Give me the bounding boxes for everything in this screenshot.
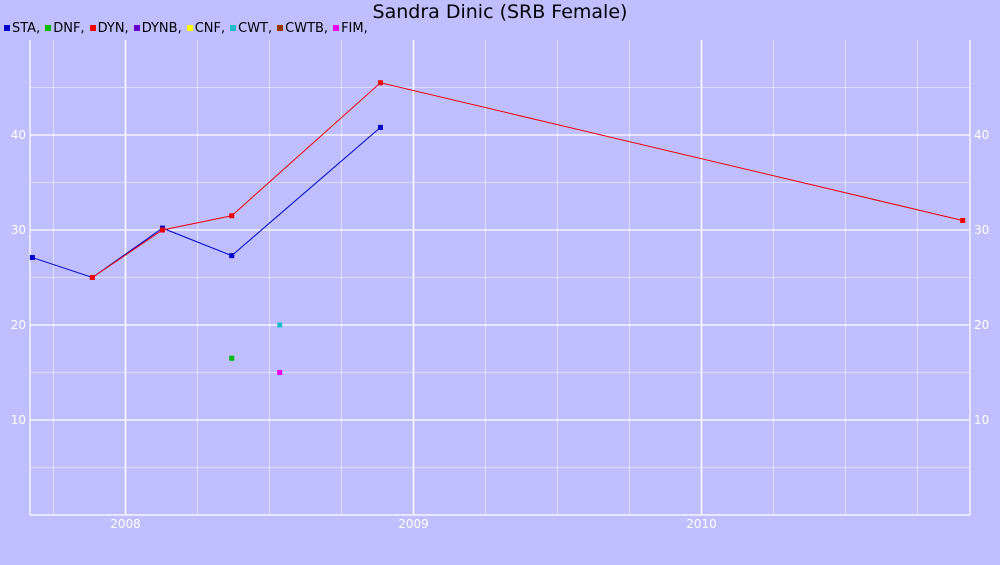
- legend-swatch: [277, 25, 284, 31]
- data-point-sta: [377, 124, 383, 130]
- chart-title: Sandra Dinic (SRB Female): [372, 1, 628, 23]
- legend-label: FIM,: [341, 20, 368, 36]
- y-tick-label-left: 40: [11, 128, 26, 142]
- data-point-fim: [277, 370, 283, 375]
- legend-swatch: [133, 25, 140, 31]
- y-tick-label-right: 30: [974, 223, 989, 237]
- y-tick-label-right: 10: [974, 413, 989, 427]
- legend-item-fim: FIM,: [333, 21, 368, 36]
- data-point-cwt: [277, 322, 283, 328]
- x-tick-label: 2008: [110, 517, 141, 531]
- data-point-dyn: [960, 218, 966, 223]
- data-point-sta: [229, 253, 235, 259]
- legend-swatch: [45, 25, 52, 31]
- y-tick-label-left: 10: [11, 413, 26, 427]
- legend-swatch: [230, 25, 237, 31]
- data-point-dnf: [229, 355, 235, 361]
- legend-swatch: [89, 25, 96, 31]
- data-point-sta: [29, 255, 35, 261]
- y-tick-label-left: 20: [11, 318, 26, 332]
- y-tick-label-left: 30: [11, 223, 26, 237]
- data-point-dyn: [159, 227, 165, 233]
- y-tick-label-right: 40: [974, 128, 989, 142]
- data-point-dyn: [377, 80, 383, 86]
- series-line-dyn: [92, 82, 963, 278]
- data-point-dyn: [89, 275, 95, 280]
- legend-label: CWT,: [238, 20, 273, 36]
- data-point-dyn: [229, 213, 235, 219]
- legend-swatch: [186, 25, 193, 31]
- legend: STA, DNF, DYN, DYNB, CNF, CWT, CWTB, FIM,: [4, 20, 373, 36]
- series-line-sta: [32, 127, 381, 279]
- x-tick-label: 2010: [686, 517, 717, 531]
- x-tick-label: 2009: [398, 517, 429, 531]
- legend-label: CNF,: [194, 20, 226, 36]
- legend-item-dynb: DYNB,: [133, 20, 182, 36]
- legend-label: CWTB,: [285, 20, 329, 36]
- legend-item-cnf: CNF,: [186, 20, 226, 36]
- legend-item-dyn: DYN,: [89, 20, 129, 36]
- legend-item-dnf: DNF,: [45, 20, 85, 36]
- legend-swatch: [333, 25, 340, 31]
- legend-item-cwt: CWT,: [230, 21, 272, 36]
- legend-label: DYN,: [97, 20, 129, 36]
- legend-item-cwtb: CWTB,: [277, 21, 328, 36]
- legend-label: DNF,: [53, 20, 85, 36]
- legend-label: DYNB,: [141, 20, 182, 36]
- legend-item-sta: STA,: [4, 21, 40, 36]
- y-tick-label-right: 20: [974, 318, 989, 332]
- legend-label: STA,: [12, 20, 41, 36]
- legend-swatch: [4, 25, 10, 31]
